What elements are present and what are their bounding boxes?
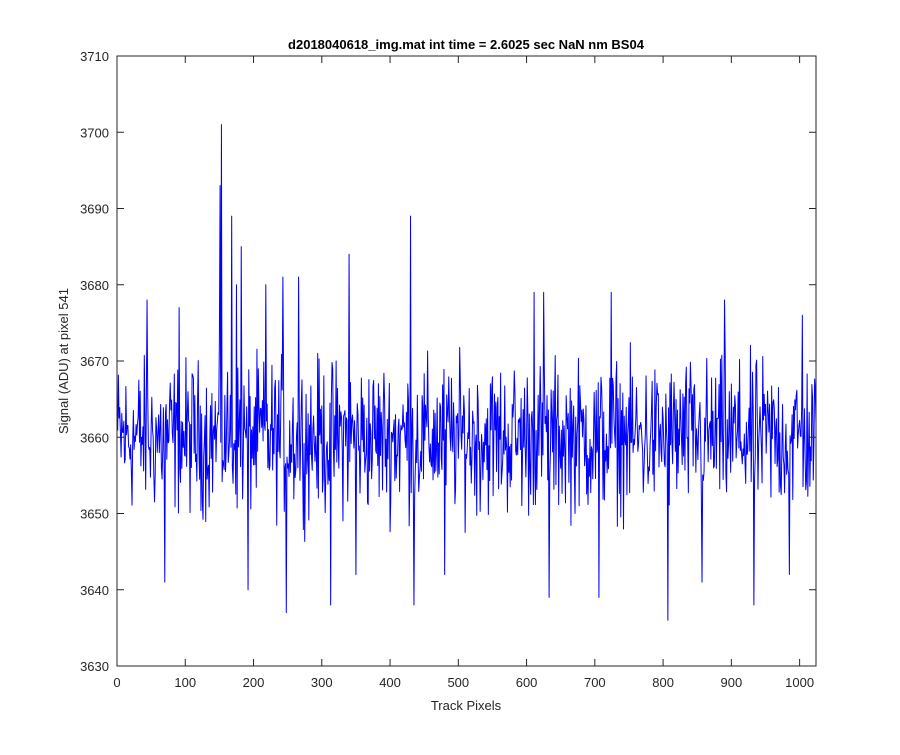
x-tick-label: 600 [516,675,538,690]
x-tick-label: 700 [584,675,606,690]
y-tick-label: 3640 [80,583,109,598]
x-tick-label: 0 [113,675,120,690]
x-tick-label: 300 [311,675,333,690]
x-tick-label: 400 [379,675,401,690]
y-tick-label: 3670 [80,354,109,369]
plot-area [117,56,816,666]
y-axis-label: Signal (ADU) at pixel 541 [56,288,71,434]
series-layer [117,124,817,621]
x-tick-label: 500 [447,675,469,690]
x-tick-label: 900 [721,675,743,690]
x-axis-label: Track Pixels [431,698,502,713]
y-tick-label: 3690 [80,202,109,217]
y-tick-label: 3700 [80,125,109,140]
axis-layer: 0 100 200 300 400 500 600 700 800 900 1000 3630 3640… [80,49,817,690]
y-tick-label: 3710 [80,49,109,64]
y-tick-label: 3650 [80,507,109,522]
x-tick-label: 100 [174,675,196,690]
x-tick-label: 800 [652,675,674,690]
series-line [117,124,817,621]
chart-title: d2018040618_img.mat int time = 2.6025 se… [288,37,645,52]
x-tick-label: 1000 [785,675,814,690]
y-tick-label: 3630 [80,659,109,674]
y-tick-label: 3680 [80,278,109,293]
y-tick-label: 3660 [80,430,109,445]
x-tick-label: 200 [243,675,265,690]
